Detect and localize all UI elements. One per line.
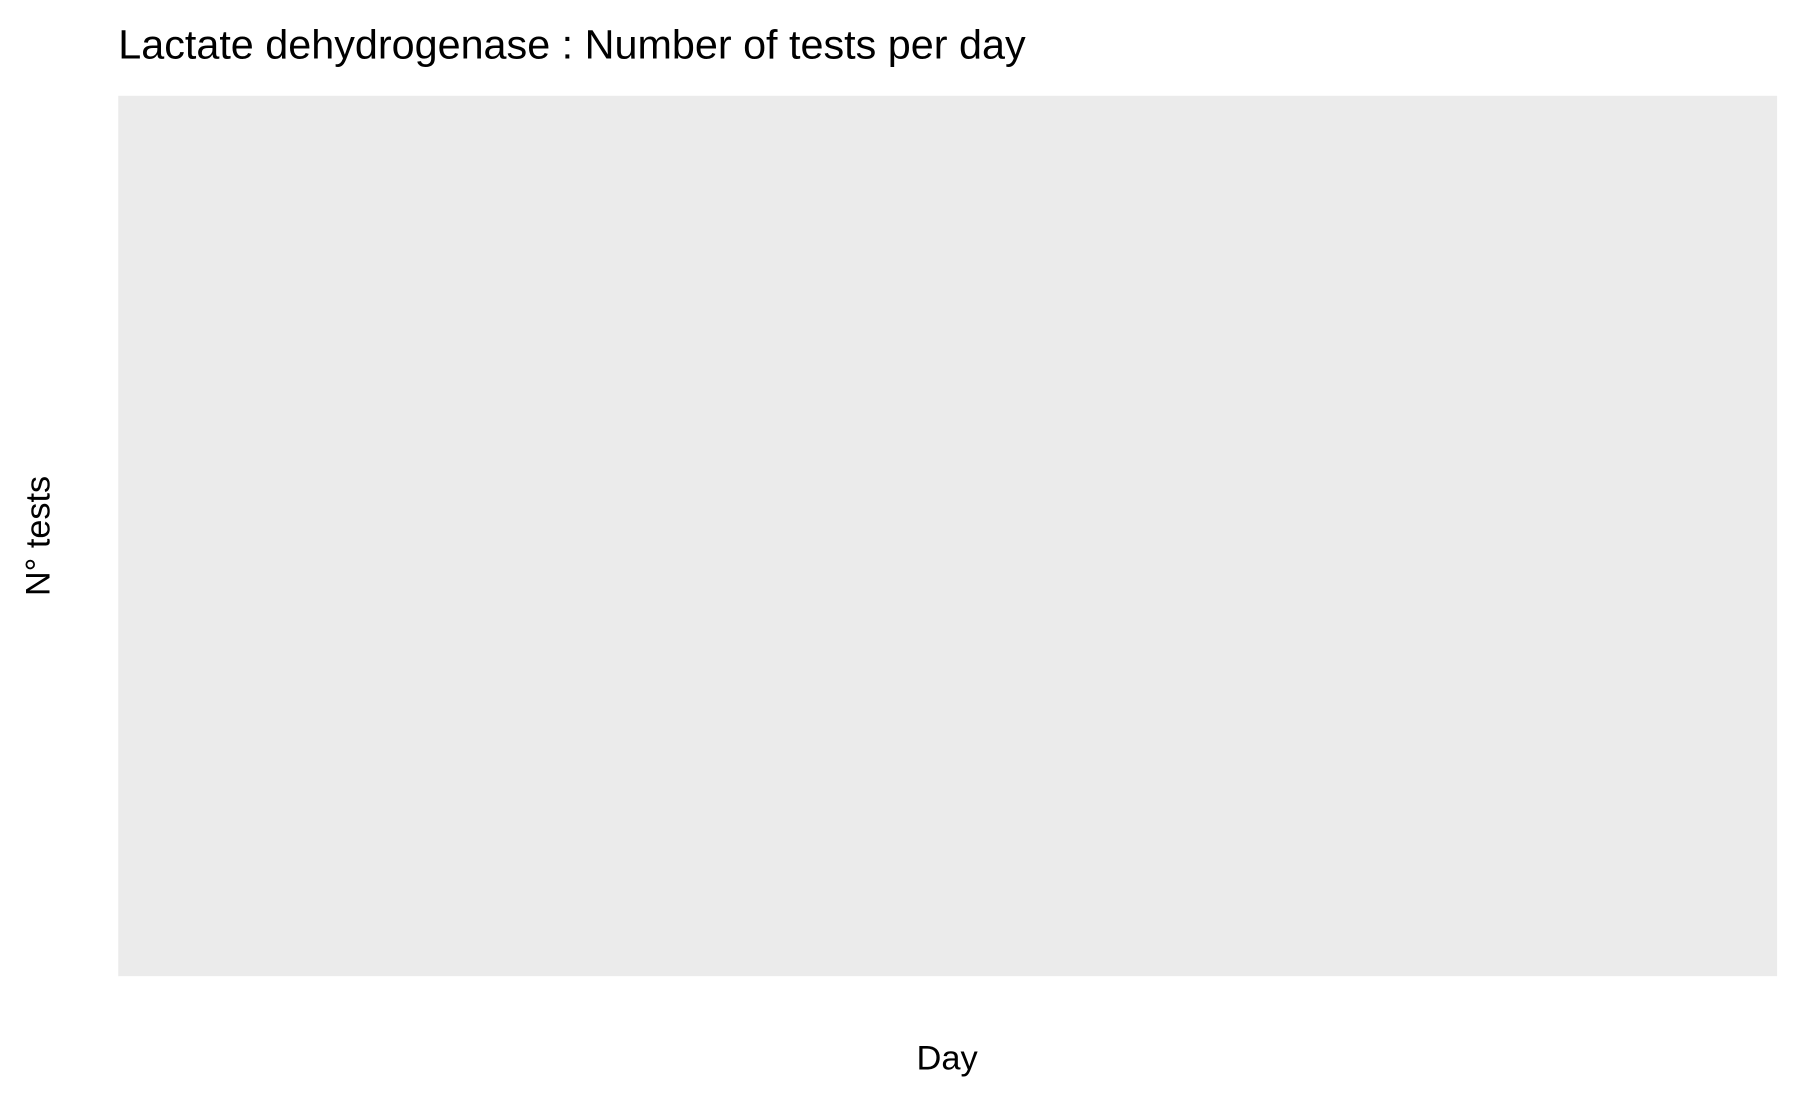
chart-root: Lactate dehydrogenase : Number of tests … — [19, 22, 1778, 1078]
panel — [118, 95, 1778, 977]
y-axis-label: N° tests — [19, 476, 57, 596]
x-axis-label: Day — [916, 1040, 978, 1078]
chart-title: Lactate dehydrogenase : Number of tests … — [118, 22, 1026, 68]
